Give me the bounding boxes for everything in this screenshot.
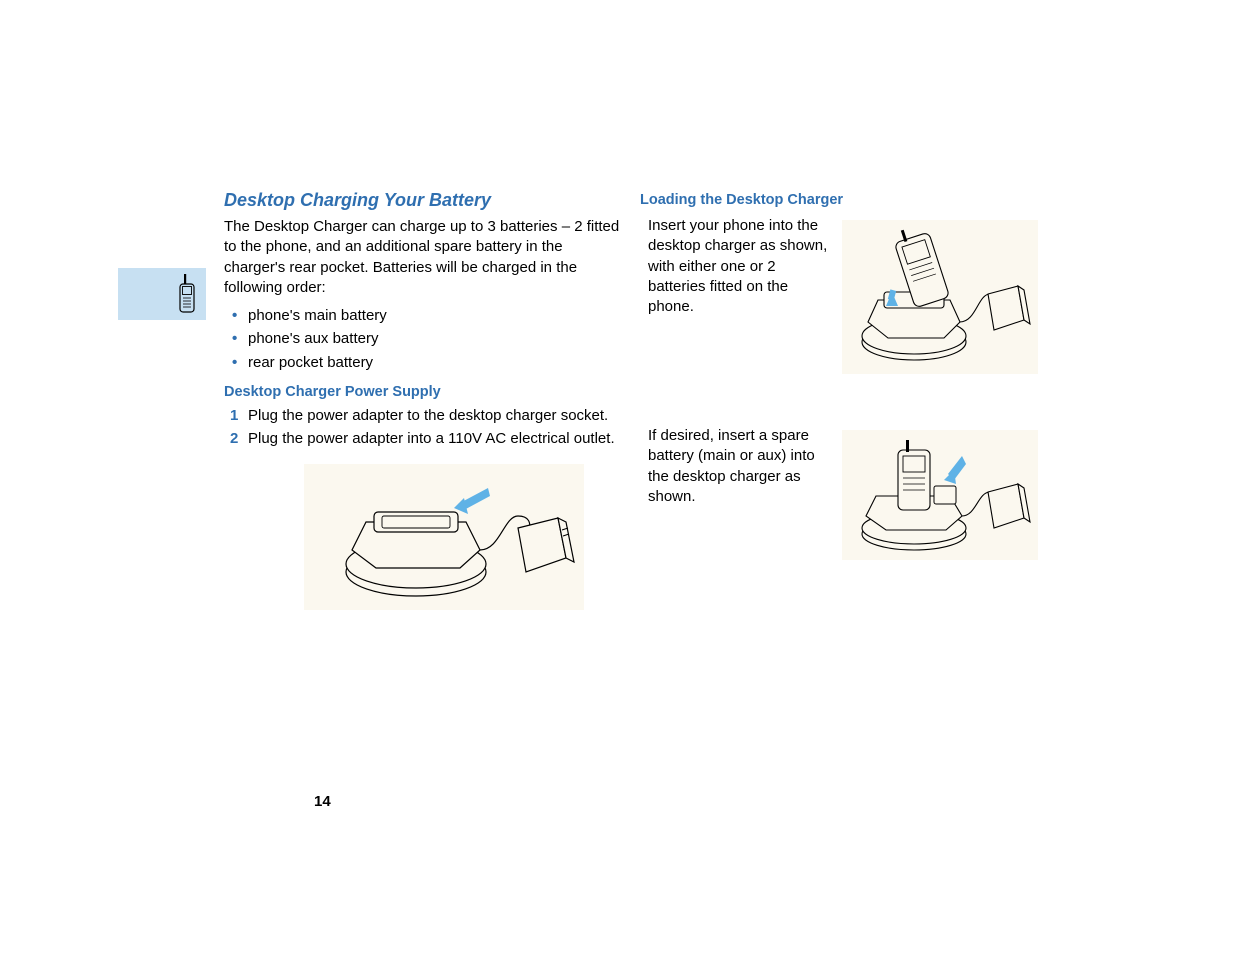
list-item: Plug the power adapter into a 110V AC el… — [248, 427, 620, 450]
power-supply-steps: Plug the power adapter to the desktop ch… — [224, 404, 620, 451]
page-number: 14 — [314, 793, 331, 810]
charge-order-list: phone's main battery phone's aux battery… — [224, 304, 620, 374]
left-column: Desktop Charging Your Battery The Deskto… — [224, 190, 620, 610]
list-item: phone's main battery — [248, 304, 620, 327]
phone-icon — [176, 274, 198, 314]
loading-text-2: If desired, insert a spare battery (main… — [640, 422, 836, 507]
figure-insert-spare — [842, 430, 1038, 560]
sub-heading-loading: Loading the Desktop Charger — [640, 192, 1038, 208]
intro-paragraph: The Desktop Charger can charge up to 3 b… — [224, 217, 620, 298]
section-title: Desktop Charging Your Battery — [224, 190, 620, 211]
loading-row-1: Insert your phone into the desktop charg… — [640, 212, 1038, 374]
figure-insert-phone — [842, 220, 1038, 374]
list-item: phone's aux battery — [248, 327, 620, 350]
sub-heading-power-supply: Desktop Charger Power Supply — [224, 384, 620, 400]
loading-row-2: If desired, insert a spare battery (main… — [640, 422, 1038, 560]
right-column: Loading the Desktop Charger Insert your … — [640, 190, 1038, 600]
list-item: rear pocket battery — [248, 351, 620, 374]
figure-charger-power — [304, 464, 584, 610]
manual-page: Desktop Charging Your Battery The Deskto… — [0, 0, 1235, 954]
list-item: Plug the power adapter to the desktop ch… — [248, 404, 620, 427]
loading-text-1: Insert your phone into the desktop charg… — [640, 212, 836, 317]
